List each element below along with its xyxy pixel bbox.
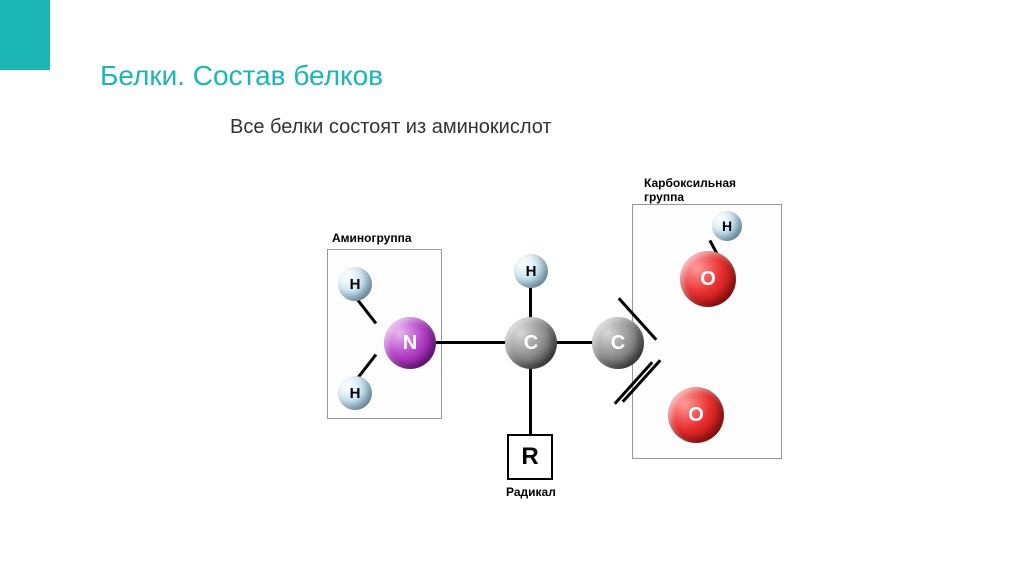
amino-acid-diagram: Аминогруппа Карбоксильная группа H H N H… xyxy=(302,169,822,529)
bond xyxy=(529,367,532,437)
radical-label: Радикал xyxy=(506,485,556,499)
accent-block xyxy=(0,0,50,70)
bond xyxy=(529,287,532,321)
radical-box: R xyxy=(507,434,553,480)
slide-subtitle: Все белки состоят из аминокислот xyxy=(230,116,1024,139)
oxygen-atom: O xyxy=(668,387,724,443)
carbon-atom: C xyxy=(592,317,644,369)
nitrogen-atom: N xyxy=(384,317,436,369)
slide-title: Белки. Состав белков xyxy=(100,60,1024,92)
amino-group-label: Аминогруппа xyxy=(332,231,412,245)
carboxyl-group-label: Карбоксильная группа xyxy=(644,177,736,205)
carboxyl-group-label-text: Карбоксильная группа xyxy=(644,176,736,204)
slide-content: Белки. Состав белков Все белки состоят и… xyxy=(0,0,1024,529)
bond xyxy=(554,341,596,344)
hydrogen-atom: H xyxy=(338,267,372,301)
hydrogen-atom: H xyxy=(514,254,548,288)
carbon-atom: C xyxy=(505,317,557,369)
oxygen-atom: O xyxy=(680,251,736,307)
hydrogen-atom: H xyxy=(712,211,742,241)
bond xyxy=(434,341,508,344)
hydrogen-atom: H xyxy=(338,376,372,410)
